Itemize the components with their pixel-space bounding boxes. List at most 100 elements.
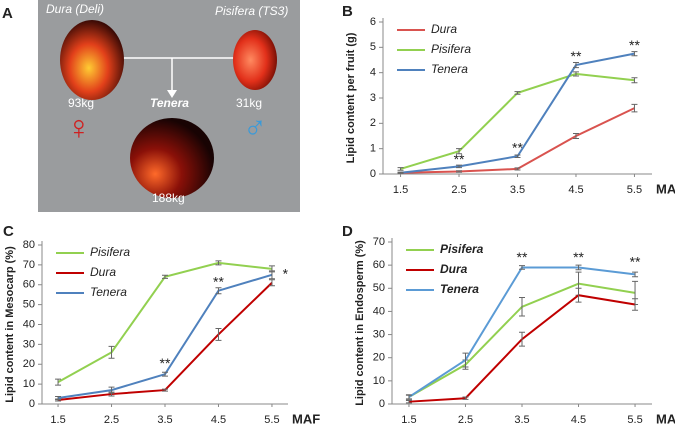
error-bar: [572, 71, 579, 77]
error-bar: [631, 51, 638, 57]
y-tick-label: 0: [370, 168, 376, 180]
error-bar: [162, 388, 168, 392]
y-tick-label: 4: [370, 67, 376, 79]
x-tick-label: 2.5: [104, 414, 119, 426]
y-tick-label: 6: [370, 16, 376, 28]
x-tick-label: 4.5: [568, 184, 583, 196]
y-tick-label: 30: [373, 328, 385, 340]
legend-label: Dura: [431, 22, 457, 36]
x-tick-label: 5.5: [627, 414, 642, 426]
male-symbol: ♂: [243, 109, 267, 145]
error-bar: [514, 91, 521, 95]
error-bar: [519, 331, 525, 347]
y-axis-label: Lipid content in Mesocarp (%): [4, 246, 16, 403]
error-bar: [631, 77, 638, 84]
x-tick-label: 3.5: [510, 184, 525, 196]
y-tick-label: 40: [23, 318, 35, 330]
y-tick-label: 70: [373, 236, 385, 248]
y-tick-label: 5: [370, 41, 376, 53]
panel-label: B: [342, 3, 353, 20]
x-tick-label: 1.5: [393, 184, 408, 196]
annotation: **: [517, 249, 528, 265]
error-bar: [215, 287, 222, 295]
x-axis-label: MAF: [656, 181, 675, 196]
y-tick-label: 50: [23, 299, 35, 311]
legend-label: Pisifera: [90, 245, 130, 259]
x-tick-label: 5.5: [264, 414, 279, 426]
error-bar: [108, 386, 115, 394]
photo-label: 93kg: [68, 96, 94, 110]
annotation: **: [160, 355, 171, 371]
x-tick-label: 4.5: [211, 414, 226, 426]
arrow: [167, 90, 177, 98]
error-bar: [462, 352, 469, 368]
error-bar: [162, 371, 168, 377]
x-axis-label: MAF: [292, 411, 320, 426]
legend-label: Pisifera: [440, 242, 484, 256]
x-tick-label: 5.5: [627, 184, 642, 196]
fruit: [130, 118, 214, 198]
photo-label: 31kg: [236, 96, 262, 110]
legend-label: Tenera: [440, 282, 479, 296]
y-tick-label: 20: [373, 352, 385, 364]
y-tick-label: 60: [23, 279, 35, 291]
x-tick-label: 3.5: [514, 414, 529, 426]
y-tick-label: 3: [370, 92, 376, 104]
y-tick-label: 1: [370, 143, 376, 155]
error-bar: [514, 154, 521, 159]
series-line: [57, 282, 273, 402]
error-bar: [162, 274, 168, 279]
error-bar: [405, 400, 412, 404]
error-bar: [215, 260, 222, 266]
fruit: [233, 30, 277, 90]
x-tick-label: 1.5: [401, 414, 416, 426]
error-bar: [268, 279, 275, 287]
x-tick-label: 3.5: [157, 414, 172, 426]
error-bar: [632, 271, 639, 278]
error-bar: [572, 62, 579, 69]
photo-label: Dura (Deli): [46, 2, 104, 16]
error-bar: [55, 378, 62, 386]
y-tick-label: 2: [370, 117, 376, 129]
error-bar: [631, 103, 638, 113]
annotation: **: [630, 254, 641, 270]
y-tick-label: 70: [23, 259, 35, 271]
error-bar: [215, 327, 222, 341]
error-bar: [519, 265, 525, 270]
error-bar: [514, 167, 521, 171]
error-bar: [519, 297, 525, 317]
x-tick-label: 1.5: [50, 414, 65, 426]
legend-label: Dura: [90, 265, 116, 279]
y-tick-label: 10: [23, 378, 35, 390]
y-axis-label: Lipid content in Endosperm (%): [354, 240, 366, 406]
error-bar: [572, 132, 579, 140]
panel-label: A: [2, 5, 13, 22]
fruit: [60, 20, 124, 100]
y-tick-label: 60: [373, 259, 385, 271]
error-bar: [462, 396, 469, 400]
x-tick-label: 4.5: [571, 414, 586, 426]
legend-label: Pisifera: [431, 42, 471, 56]
photo-label: Tenera: [150, 96, 189, 110]
panel-label: D: [342, 223, 353, 240]
legend-label: Tenera: [90, 285, 127, 299]
panel-a: A Dura (Deli) Pisifera (TS3) Tenera 93kg…: [2, 0, 300, 212]
panel-label: C: [3, 223, 14, 240]
annotation: **: [571, 48, 582, 64]
female-symbol: ♀: [66, 109, 92, 147]
annotation: *: [283, 266, 289, 282]
error-bar: [575, 287, 582, 303]
y-tick-label: 0: [379, 398, 385, 410]
legend-label: Tenera: [431, 62, 468, 76]
y-tick-label: 0: [29, 398, 35, 410]
photo-label: Pisifera (TS3): [215, 4, 288, 18]
y-tick-label: 40: [373, 305, 385, 317]
y-tick-label: 20: [23, 358, 35, 370]
error-bar: [575, 264, 582, 271]
error-bar: [55, 395, 62, 401]
y-tick-label: 80: [23, 239, 35, 251]
error-bar: [397, 171, 404, 174]
error-bar: [456, 148, 463, 155]
annotation: **: [573, 249, 584, 265]
